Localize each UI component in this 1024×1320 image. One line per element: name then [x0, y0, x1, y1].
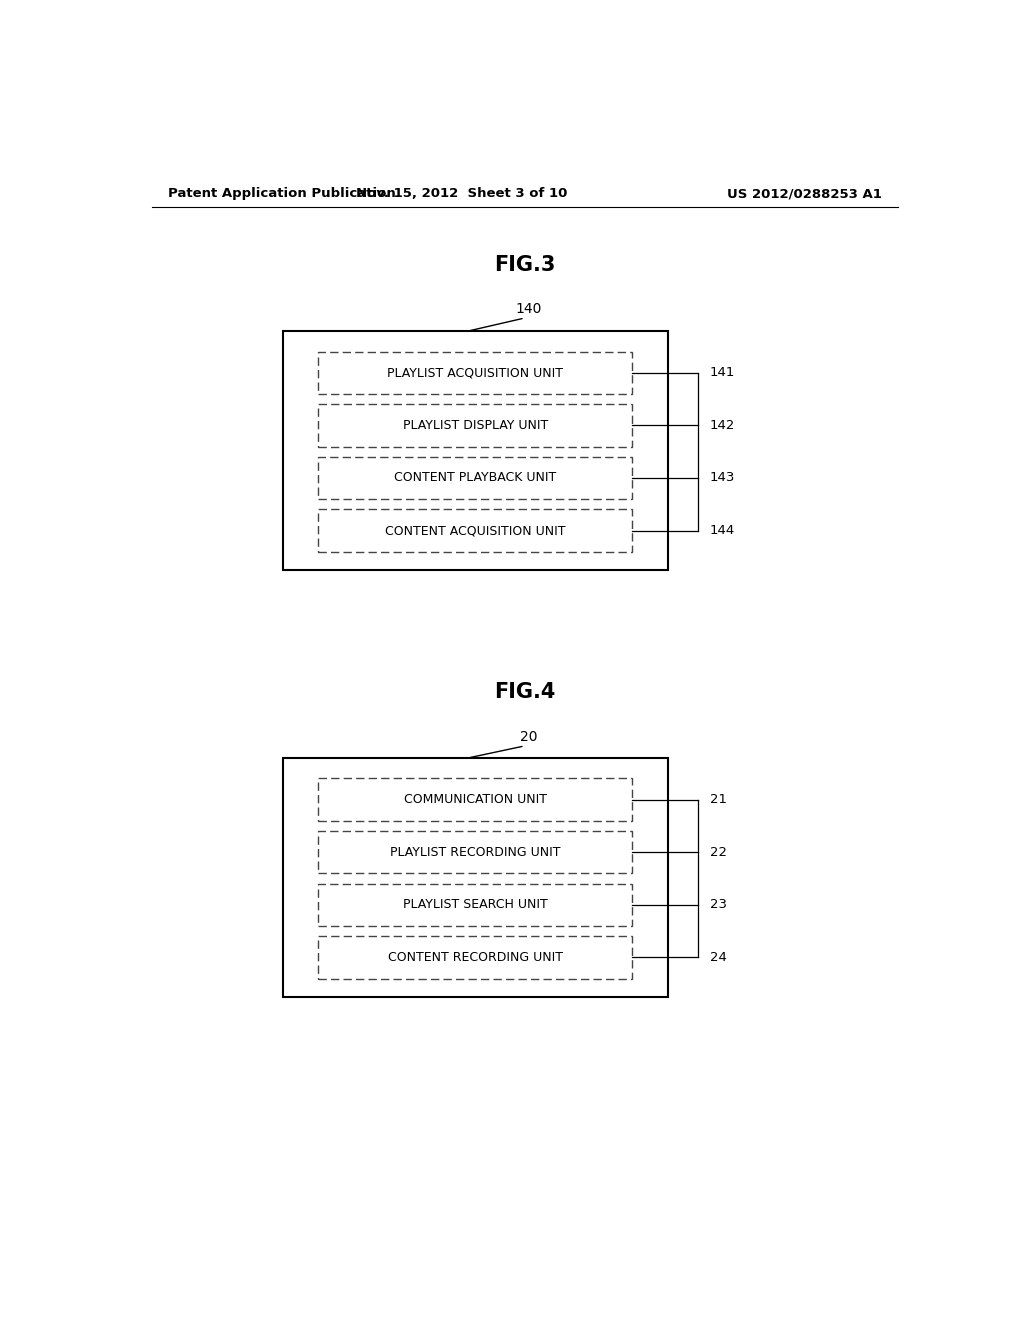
Text: 141: 141: [710, 366, 735, 379]
Text: CONTENT PLAYBACK UNIT: CONTENT PLAYBACK UNIT: [394, 471, 556, 484]
Text: US 2012/0288253 A1: US 2012/0288253 A1: [727, 187, 882, 201]
Text: FIG.4: FIG.4: [495, 682, 555, 702]
Text: COMMUNICATION UNIT: COMMUNICATION UNIT: [403, 793, 547, 807]
Text: PLAYLIST SEARCH UNIT: PLAYLIST SEARCH UNIT: [402, 899, 548, 911]
Text: FIG.3: FIG.3: [495, 255, 555, 275]
Text: 23: 23: [710, 899, 727, 911]
Text: PLAYLIST ACQUISITION UNIT: PLAYLIST ACQUISITION UNIT: [387, 366, 563, 379]
Text: PLAYLIST DISPLAY UNIT: PLAYLIST DISPLAY UNIT: [402, 418, 548, 432]
Text: Nov. 15, 2012  Sheet 3 of 10: Nov. 15, 2012 Sheet 3 of 10: [355, 187, 567, 201]
Text: 22: 22: [710, 846, 727, 859]
Bar: [318, 883, 632, 927]
Text: 142: 142: [710, 418, 735, 432]
Text: Patent Application Publication: Patent Application Publication: [168, 187, 395, 201]
Bar: [283, 331, 668, 570]
Text: 20: 20: [520, 730, 538, 744]
Bar: [318, 351, 632, 393]
Bar: [318, 936, 632, 978]
Bar: [318, 832, 632, 874]
Text: PLAYLIST RECORDING UNIT: PLAYLIST RECORDING UNIT: [390, 846, 560, 859]
Bar: [318, 510, 632, 552]
Text: 24: 24: [710, 950, 727, 964]
Text: CONTENT RECORDING UNIT: CONTENT RECORDING UNIT: [388, 950, 563, 964]
Text: 140: 140: [515, 302, 542, 315]
Text: 21: 21: [710, 793, 727, 807]
Text: 144: 144: [710, 524, 735, 537]
Bar: [318, 457, 632, 499]
Text: CONTENT ACQUISITION UNIT: CONTENT ACQUISITION UNIT: [385, 524, 565, 537]
Bar: [283, 758, 668, 997]
Bar: [318, 404, 632, 446]
Bar: [318, 779, 632, 821]
Text: 143: 143: [710, 471, 735, 484]
